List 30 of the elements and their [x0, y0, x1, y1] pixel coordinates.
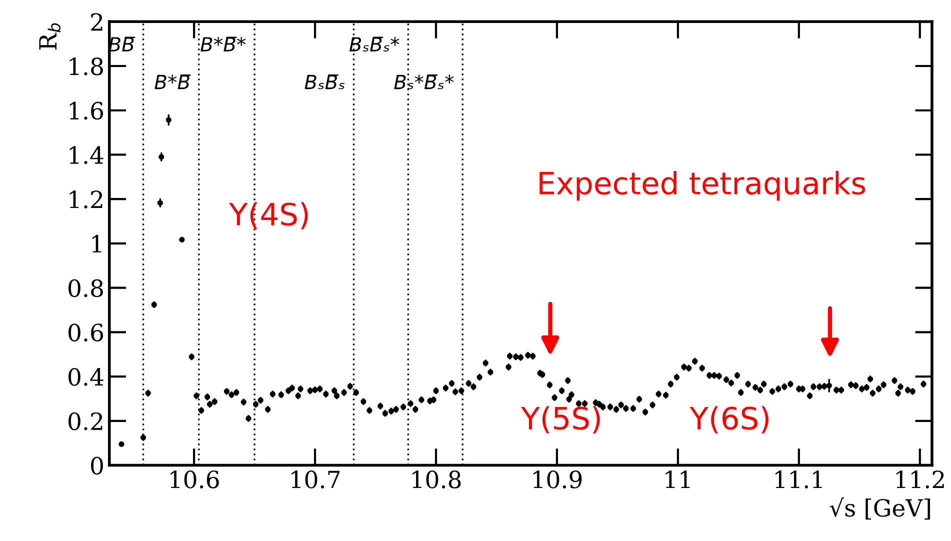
ref-line-label: BₛB̅ₛ: [304, 74, 345, 90]
y-tick-label: 0: [91, 456, 103, 475]
y-tick-label: 0.2: [68, 412, 102, 430]
annotation: Υ(4S): [229, 202, 308, 230]
y-tick-label: 1.6: [70, 102, 104, 120]
ref-line-label: BB̅: [108, 36, 136, 52]
ref-line-label: Bₛ*B̅ₛ*: [394, 74, 454, 90]
x-tick-label: 11.2: [896, 470, 944, 488]
x-tick-label: 11.1: [776, 470, 822, 488]
x-tick-label: 10.8: [412, 470, 461, 488]
x-axis-title: √s [GeV]: [830, 497, 930, 520]
x-tick-label: 10.7: [292, 470, 340, 488]
annotation: Υ(5S): [521, 406, 600, 434]
ref-line-label: BₛB̅ₛ*: [349, 36, 400, 52]
x-tick-label: 11: [666, 470, 690, 488]
ref-line-label: B*B̅: [154, 74, 191, 90]
y-axis-title: R$_{b}$: [39, 23, 61, 50]
y-tick-label: 1.4: [70, 146, 104, 164]
y-tick-label: 0.8: [68, 279, 103, 298]
y-tick-label: 0.4: [68, 368, 104, 386]
annotation: Expected tetraquarks: [540, 170, 866, 201]
y-tick-label: 2: [91, 13, 102, 31]
x-tick-label: 10.6: [170, 470, 219, 488]
x-tick-label: 10.9: [534, 470, 582, 488]
y-tick-label: 1.2: [70, 190, 102, 208]
y-tick-label: 1.8: [70, 57, 103, 76]
ref-line-label: B*B̅*: [200, 36, 246, 52]
y-tick-label: 1: [92, 234, 102, 252]
y-tick-label: 0.6: [68, 324, 104, 342]
annotation: Υ(6S): [690, 406, 768, 434]
